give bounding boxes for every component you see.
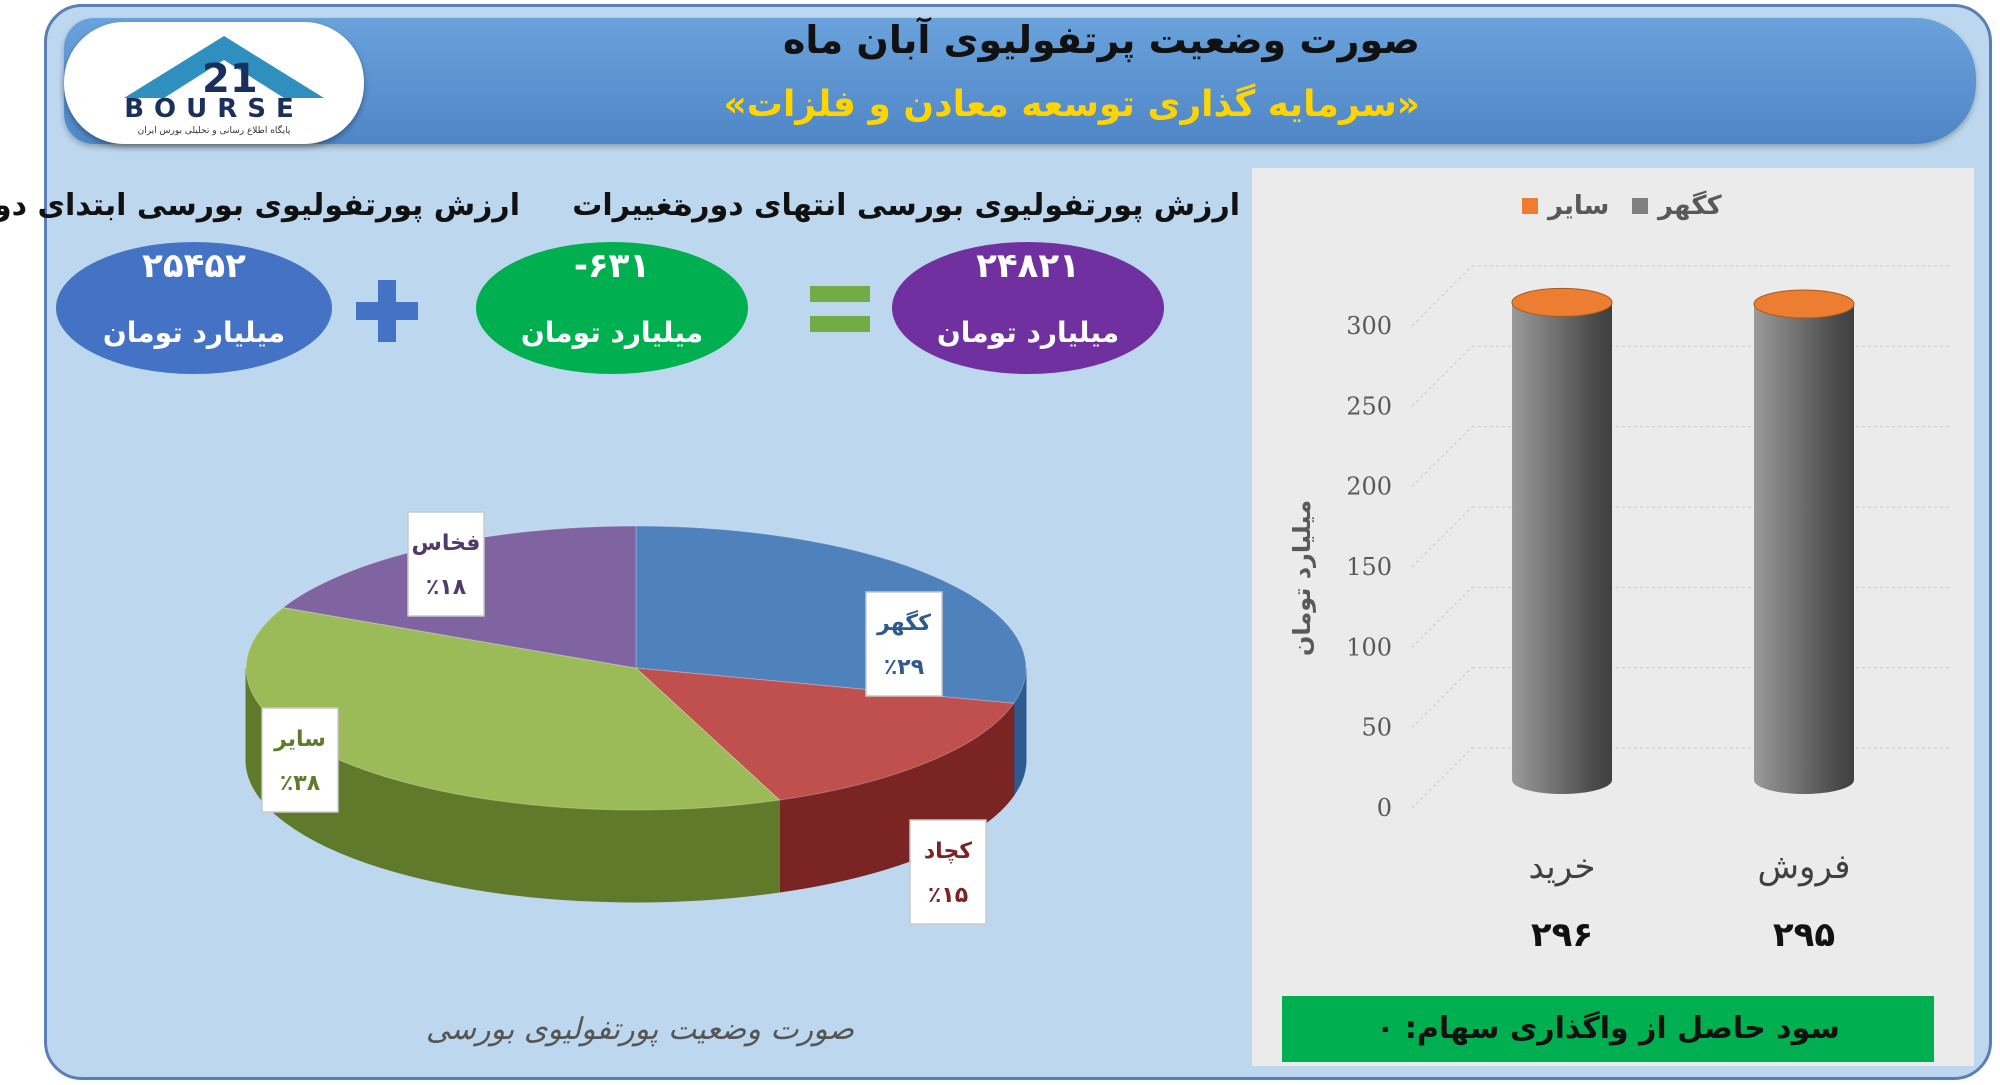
x-value-label: ۲۹۶: [1531, 915, 1593, 955]
bar-خرید: [1511, 287, 1613, 794]
y-tick-label: 150: [1346, 553, 1392, 581]
portfolio-pie-chart: کگهر ٪۲۹ کچاد ٪۱۵ سایر ٪۳۸ فخاس ٪۱۸: [245, 511, 1027, 925]
profit-note: سود حاصل از واگذاری سهام: ۰: [1282, 996, 1934, 1062]
bar-cap-فروش: [1753, 289, 1855, 319]
change-unit: میلیارد تومان: [520, 316, 704, 349]
pie-label-name: کچاد: [924, 839, 972, 864]
bourse-logo: 21 BOURSE پایگاه اطلاع رسانی و تحلیلی بو…: [64, 22, 364, 144]
start-unit: میلیارد تومان: [102, 316, 286, 349]
pie-label-name: سایر: [273, 727, 326, 752]
pie-label-کچاد: کچاد ٪۱۵: [909, 819, 987, 925]
start-value: ۲۵۴۵۲: [142, 246, 246, 286]
pie-label-کگهر: کگهر ٪۲۹: [865, 591, 943, 697]
pie-label-percent: ٪۳۸: [280, 771, 321, 796]
x-value-label: ۲۹۵: [1773, 915, 1835, 955]
header-banner: [64, 18, 1976, 144]
change-value: -۶۳۱: [573, 246, 651, 286]
pie-label-فخاس: فخاس ٪۱۸: [407, 511, 485, 617]
pie-label-percent: ٪۱۵: [928, 883, 968, 908]
y-tick-label: 200: [1346, 473, 1392, 501]
y-axis-label: میلیارد تومان: [1288, 500, 1316, 656]
end-value: ۲۴۸۲۱: [976, 246, 1080, 286]
pie-chart-title: صورت وضعیت پورتفولیوی بورسی: [425, 1012, 855, 1047]
change-label: تغییرات: [572, 188, 684, 223]
pie-label-percent: ٪۱۸: [426, 575, 467, 600]
end-value-ellipse: ۲۴۸۲۱ میلیارد تومان: [892, 242, 1164, 374]
legend-label-کگهر: کگهر: [1656, 190, 1722, 221]
pie-label-percent: ٪۲۹: [884, 655, 924, 680]
logo-mark-icon: 21: [124, 36, 324, 102]
pie-slice-کچاد: [634, 667, 1015, 801]
legend-label-سایر: سایر: [1546, 191, 1609, 221]
svg-text:21: 21: [202, 56, 258, 102]
pie-label-سایر: سایر ٪۳۸: [261, 707, 339, 813]
pie-label-name: فخاس: [412, 531, 481, 556]
bar-cap-خرید: [1511, 287, 1613, 317]
logo-wordmark: BOURSE: [124, 94, 304, 124]
y-tick-label: 50: [1361, 714, 1392, 742]
y-tick-label: 100: [1346, 633, 1392, 661]
bar-فروش: [1753, 289, 1855, 794]
report-title: صورت وضعیت پرتفولیوی آبان ماه: [782, 18, 1420, 62]
bar-gridlines: [1411, 265, 1952, 809]
y-tick-label: 250: [1346, 392, 1392, 420]
y-tick-label: 0: [1377, 794, 1392, 822]
end-unit: میلیارد تومان: [936, 316, 1120, 349]
legend-swatch-کگهر: [1632, 198, 1648, 214]
pie-label-name: کگهر: [876, 609, 931, 636]
logo-tagline: پایگاه اطلاع رسانی و تحلیلی بورس ایران: [137, 126, 291, 136]
equals-icon: [810, 286, 870, 332]
start-value-label: ارزش پورتفولیوی بورسی ابتدای دوره: [0, 188, 520, 223]
change-ellipse: -۶۳۱ میلیارد تومان: [476, 242, 748, 374]
y-tick-label: 300: [1346, 312, 1392, 340]
x-category-label: فروش: [1758, 847, 1851, 887]
report-subtitle: «سرمایه گذاری توسعه معادن و فلزات»: [723, 84, 1420, 125]
x-category-label: خرید: [1528, 847, 1595, 887]
pie-slice-سایر: [245, 607, 781, 811]
start-value-ellipse: ۲۵۴۵۲ میلیارد تومان: [56, 242, 332, 374]
bar-legend: سایر کگهر: [1522, 190, 1722, 221]
legend-swatch-سایر: [1522, 198, 1538, 214]
plus-icon: [356, 280, 418, 342]
end-value-label: ارزش پورتفولیوی بورسی انتهای دوره: [674, 188, 1240, 223]
buy-sell-bar-chart: 0 50 100 150 200 250 300 میلیارد تومان سایر کگهر خ…: [1288, 190, 1952, 955]
